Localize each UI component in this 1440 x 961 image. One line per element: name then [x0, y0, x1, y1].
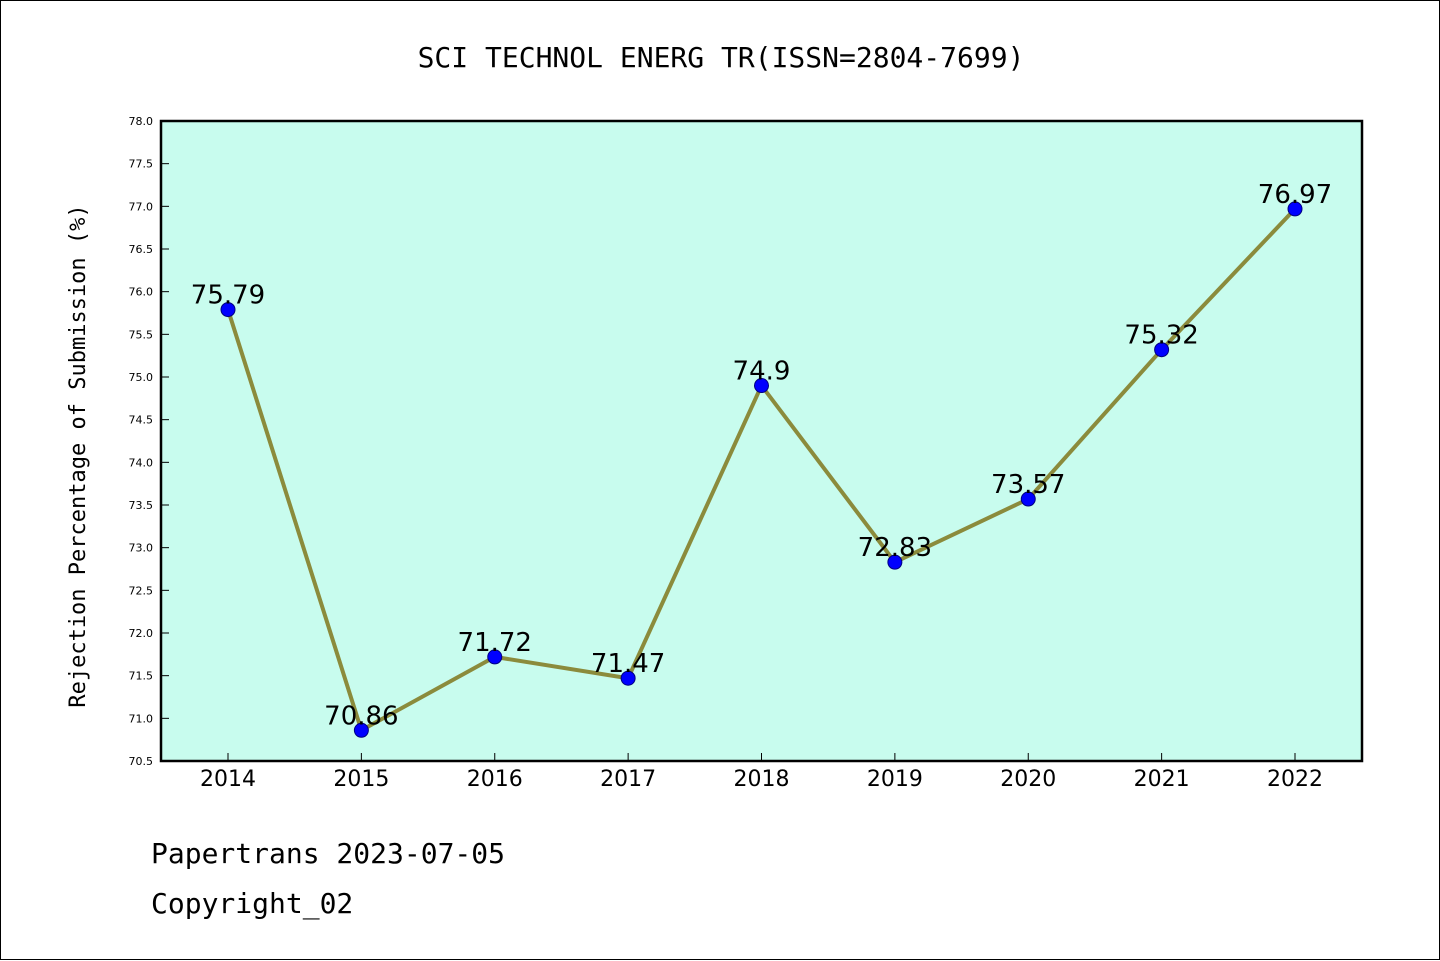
plot-area — [161, 121, 1362, 761]
plot-border — [159, 119, 1364, 763]
data-point-marker — [1287, 201, 1303, 217]
data-point-label: 70.86 — [324, 701, 398, 731]
x-axis: 2014 2015 2016 2017 2018 2019 2020 2021 2022 — [200, 753, 1323, 792]
y-tick-label: 74.0 — [129, 456, 154, 469]
data-point-label: 73.57 — [991, 470, 1065, 500]
data-point-marker — [620, 670, 636, 686]
x-tick-label: 2014 — [200, 767, 256, 792]
data-markers — [220, 201, 1303, 738]
y-axis: 70.5 71.0 71.5 72.0 72.5 73.0 73.5 74.0 74.5 75.0… — [129, 115, 169, 768]
data-point-marker — [220, 302, 236, 318]
data-labels: 75.79 70.86 71.72 71.47 74.9 72.83 73.57 75.32 7… — [191, 180, 1332, 731]
y-tick-label: 76.5 — [129, 243, 154, 256]
data-point-marker — [1154, 342, 1170, 358]
data-point-label: 75.32 — [1124, 321, 1198, 351]
data-point-label: 71.72 — [458, 628, 532, 658]
y-tick-label: 76.0 — [129, 286, 154, 299]
data-point-marker — [1020, 491, 1036, 507]
y-tick-label: 72.0 — [129, 627, 154, 640]
y-tick-label: 74.5 — [129, 414, 154, 427]
y-tick-label: 71.5 — [129, 670, 154, 683]
y-tick-label: 71.0 — [129, 712, 154, 725]
data-point-marker — [887, 554, 903, 570]
x-tick-label: 2016 — [467, 767, 523, 792]
x-tick-label: 2018 — [734, 767, 790, 792]
y-tick-label: 70.5 — [129, 755, 154, 768]
x-tick-label: 2021 — [1134, 767, 1190, 792]
x-tick-label: 2017 — [600, 767, 656, 792]
y-tick-label: 77.5 — [129, 158, 154, 171]
data-point-label: 76.97 — [1258, 180, 1332, 210]
y-axis-label: Rejection Percentage of Submission (%) — [66, 204, 91, 707]
y-tick-label: 78.0 — [129, 115, 154, 128]
data-point-marker — [353, 722, 369, 738]
data-point-marker — [487, 649, 503, 665]
x-tick-label: 2020 — [1000, 767, 1056, 792]
data-point-marker — [754, 378, 769, 394]
y-tick-label: 77.0 — [129, 200, 154, 213]
data-point-label: 75.79 — [191, 281, 265, 311]
footer-copyright-text: Copyright_02 — [151, 887, 354, 920]
data-point-label: 71.47 — [591, 649, 665, 679]
data-point-label: 74.9 — [733, 357, 791, 387]
data-point-label: 72.83 — [858, 533, 932, 563]
footer-date-text: Papertrans 2023-07-05 — [151, 837, 506, 870]
x-tick-label: 2019 — [867, 767, 923, 792]
y-tick-label: 73.5 — [129, 499, 154, 512]
y-tick-label: 72.5 — [129, 584, 154, 597]
x-tick-label: 2022 — [1267, 767, 1323, 792]
chart-title: SCI TECHNOL ENERG TR(ISSN=2804-7699) — [418, 41, 1025, 74]
y-tick-label: 75.5 — [129, 328, 154, 341]
y-tick-label: 73.0 — [129, 542, 154, 555]
x-tick-label: 2015 — [333, 767, 389, 792]
y-tick-label: 75.0 — [129, 371, 154, 384]
